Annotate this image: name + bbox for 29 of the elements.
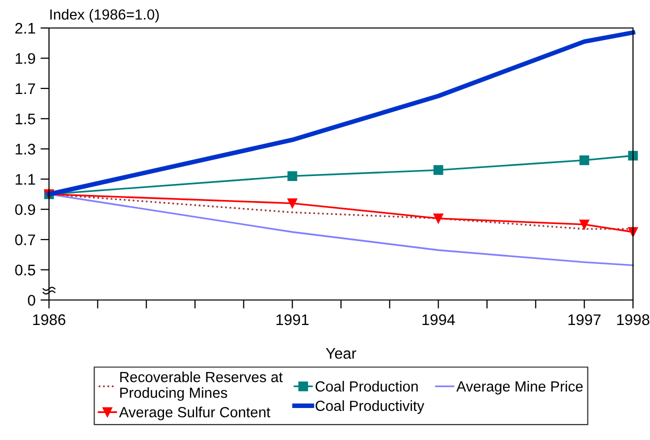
y-tick-label: 1.7 (16, 83, 36, 94)
y-tick-label: 2.1 (15, 22, 36, 34)
legend-label: Average Mine Price (456, 380, 583, 394)
point (287, 198, 298, 208)
point (628, 150, 638, 161)
y-tick-label: 0.9 (15, 204, 36, 216)
y-tick-label: 1.5 (16, 114, 36, 124)
y-axis-title: Index (1986=1.0) (50, 8, 159, 23)
legend-label: Coal Productivity (316, 400, 424, 414)
point (433, 214, 444, 224)
y-tick-label: 0.7 (15, 234, 36, 246)
y-tick-label: 0.5 (15, 264, 36, 276)
x-tick-label: 1997 (568, 314, 601, 326)
legend-label: Recoverable Reserves at Producing Mines (120, 372, 283, 401)
y-tick-label: 1.9 (16, 53, 36, 64)
y-tick-label: 1.1 (16, 174, 36, 185)
legend-label: Average Sulfur Content (119, 406, 270, 420)
point (579, 220, 590, 230)
x-tick-label: 1986 (33, 314, 66, 326)
x-tick-label: 1998 (617, 314, 650, 326)
y-tick-label: 1.3 (16, 144, 36, 155)
x-tick-label: 1991 (276, 314, 309, 326)
point (579, 155, 590, 166)
y-tick-label: 0 (28, 294, 36, 306)
x-tick-label: 1994 (422, 314, 455, 326)
legend-label: Coal Production (316, 380, 418, 392)
x-axis-title: Year (326, 348, 356, 359)
point (287, 171, 298, 181)
point (433, 165, 444, 175)
